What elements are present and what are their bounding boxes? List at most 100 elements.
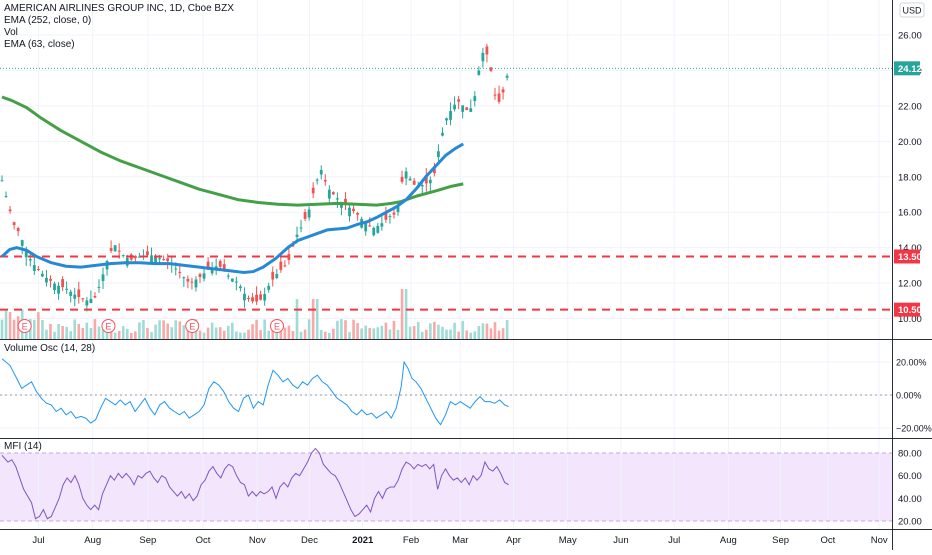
- legend-vol: Vol: [4, 27, 18, 38]
- volume-bar: [263, 319, 266, 339]
- volume-bar: [12, 319, 16, 339]
- volume-bar: [235, 331, 238, 339]
- candle-body: [420, 185, 424, 187]
- volume-bar: [121, 326, 125, 339]
- candle-body: [222, 264, 226, 272]
- volume-bar: [146, 327, 149, 339]
- mfi-tick-label: 40.00: [898, 494, 922, 505]
- candle-body: [251, 297, 254, 302]
- volume-bar: [481, 323, 485, 339]
- volume-bar: [299, 331, 303, 339]
- legend-ema-63: EMA (63, close): [4, 39, 75, 50]
- volume-bar: [441, 326, 444, 339]
- volume-bar: [57, 323, 60, 339]
- time-tick-label: Apr: [506, 535, 521, 546]
- candle-body: [465, 107, 469, 111]
- volume-bar: [425, 329, 428, 339]
- level-tag-label: 13.50: [898, 252, 922, 263]
- candle-body: [247, 297, 250, 299]
- earnings-marker-circle: [269, 319, 284, 333]
- volume-bar: [154, 324, 157, 339]
- volume-bar: [267, 330, 271, 339]
- candle-body: [469, 108, 473, 112]
- volume-bar: [259, 330, 262, 339]
- volume-bar: [287, 325, 291, 339]
- candle-body: [368, 225, 372, 227]
- volume-bar: [380, 325, 384, 339]
- candle-body: [400, 176, 404, 182]
- candle-body: [186, 278, 190, 282]
- volume-bar: [449, 329, 452, 339]
- candle-body: [234, 281, 238, 283]
- volume-bar: [396, 329, 400, 339]
- volume-bar: [404, 289, 408, 339]
- volume-bar: [388, 329, 392, 339]
- volume-bar: [311, 299, 315, 339]
- volume-bar: [142, 319, 145, 339]
- candle-body: [372, 227, 376, 236]
- volume-bar: [420, 331, 424, 339]
- legend-main: AMERICAN AIRLINES GROUP INC, 1D, Cboe BZ…: [4, 3, 234, 51]
- candle-body: [271, 272, 275, 280]
- level-tag-1: [894, 302, 920, 317]
- volume-bar: [384, 322, 388, 339]
- candle-body: [267, 285, 271, 290]
- candle-body: [307, 209, 311, 218]
- volume-bar: [461, 320, 464, 339]
- volume-bar: [307, 319, 311, 339]
- volume-bar: [198, 330, 202, 339]
- candle-body: [230, 278, 234, 282]
- candle-body: [194, 279, 198, 288]
- candle-body: [101, 274, 105, 282]
- candle-body: [137, 256, 141, 258]
- last-price-tag: [894, 61, 920, 76]
- earnings-marker-circle: [185, 319, 200, 333]
- candle-body: [392, 212, 396, 215]
- volume-bar: [202, 332, 206, 339]
- volume-bar: [150, 332, 153, 339]
- candle-body: [77, 289, 81, 298]
- candle-body: [158, 258, 161, 260]
- volume-bar: [85, 322, 89, 339]
- volume-bar: [4, 310, 8, 339]
- volume-bar: [465, 330, 469, 339]
- candle-body: [109, 248, 113, 251]
- volume-bar: [493, 322, 497, 339]
- volume-bar: [65, 326, 68, 339]
- candle-body: [57, 285, 60, 294]
- price-tick-label: 20.00: [898, 137, 922, 148]
- volume-bar: [315, 299, 319, 339]
- candle-body: [198, 274, 202, 277]
- volume-bar: [37, 312, 40, 339]
- volume-bar: [445, 329, 448, 339]
- time-tick-label: Dec: [301, 535, 318, 546]
- candle-body: [364, 223, 368, 232]
- candle-body: [445, 118, 448, 121]
- candle-body: [41, 273, 44, 277]
- volume-bar: [73, 319, 77, 339]
- volume-bar: [210, 322, 214, 339]
- volume-bar: [218, 327, 222, 339]
- volume-bar: [437, 324, 440, 339]
- volume-bar: [182, 325, 186, 339]
- time-tick-label: Jul: [32, 535, 44, 546]
- candle-body: [243, 293, 246, 301]
- candle-body: [89, 298, 93, 304]
- volume-bar: [0, 319, 4, 339]
- earnings-marker-label: E: [189, 322, 195, 332]
- time-tick-label: 2021: [352, 535, 374, 546]
- candle-body: [331, 192, 335, 195]
- volume-bar: [69, 331, 72, 339]
- time-tick-label: Oct: [196, 535, 211, 546]
- volume-bar: [206, 327, 210, 339]
- candle-body: [4, 196, 8, 198]
- candle-body: [319, 169, 323, 175]
- candle-body: [396, 205, 400, 213]
- level-tag-0: [894, 249, 920, 264]
- volume-bar: [497, 330, 501, 339]
- earnings-marker-label: E: [274, 322, 280, 332]
- candle-body: [344, 198, 347, 206]
- volume-bar: [251, 324, 254, 339]
